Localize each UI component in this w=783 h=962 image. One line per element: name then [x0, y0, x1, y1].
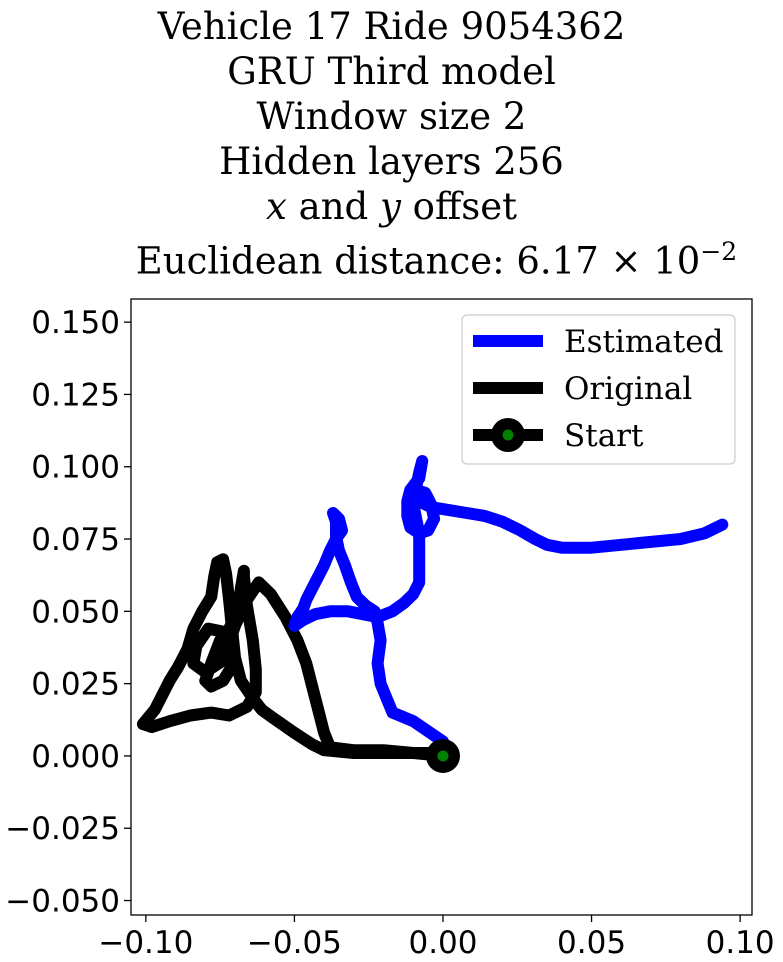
title-line-vehicle: Vehicle 17 Ride 9054362: [157, 5, 626, 48]
y-tick-label: 0.050: [31, 594, 120, 630]
title-var-y: y: [380, 185, 401, 228]
legend-label-start: Start: [564, 418, 644, 454]
legend-start-marker-inner: [502, 429, 514, 441]
title-distance-exponent: −2: [700, 237, 738, 266]
x-tick-label: −0.05: [247, 925, 342, 961]
title-line-model: GRU Third model: [227, 50, 556, 93]
title-line-hidden: Hidden layers 256: [219, 140, 564, 183]
y-tick-label: 0.100: [31, 450, 120, 486]
legend-label-original: Original: [564, 371, 692, 407]
y-tick-label: 0.075: [31, 522, 120, 558]
x-tick-label: 0.10: [706, 925, 775, 961]
x-tick-label: 0.00: [408, 925, 477, 961]
y-tick-label: −0.025: [5, 811, 120, 847]
x-tick-label: −0.10: [98, 925, 193, 961]
title-distance-text: Euclidean distance: 6.17 × 10: [135, 239, 701, 283]
series-line-estimated: [288, 455, 729, 748]
legend: Estimated Original Start: [461, 314, 736, 465]
plot-frame: [130, 298, 753, 916]
legend-box: [461, 314, 736, 465]
start-marker-inner: [437, 750, 449, 762]
chart-title: Vehicle 17 Ride 9054362 GRU Third model …: [0, 4, 783, 283]
axes: −0.10 −0.05 0.00 0.05 0.10 0.150 0.125 0.100 0.0…: [5, 305, 774, 961]
title-var-x: x: [266, 185, 287, 228]
legend-label-estimated: Estimated: [564, 324, 723, 360]
y-tick-label: 0.150: [31, 305, 120, 341]
plot-marks: [136, 455, 729, 773]
series-line-original: [136, 553, 449, 762]
y-tick-label: 0.125: [31, 377, 120, 413]
y-tick-label: 0.025: [31, 667, 120, 703]
title-line-offset: x and y offset: [0, 184, 783, 229]
title-line-distance: Euclidean distance: 6.17 × 10−2: [0, 229, 783, 283]
title-and: and: [286, 185, 380, 228]
title-line-window: Window size 2: [256, 95, 527, 138]
y-tick-label: −0.050: [5, 884, 120, 920]
title-offset-word: offset: [400, 185, 517, 228]
y-tick-label: 0.000: [31, 739, 120, 775]
x-tick-label: 0.05: [557, 925, 626, 961]
